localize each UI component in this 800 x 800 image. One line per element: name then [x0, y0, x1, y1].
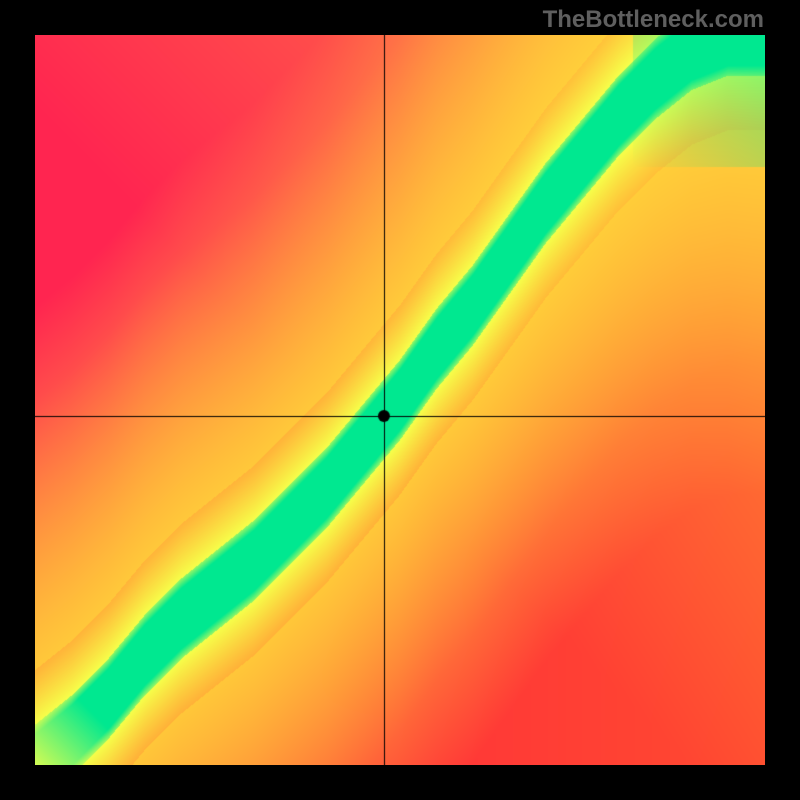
watermark-text: TheBottleneck.com — [543, 6, 764, 34]
figure-container: TheBottleneck.com — [0, 0, 800, 800]
overlay-canvas — [35, 35, 765, 765]
heatmap-plot — [35, 35, 765, 765]
